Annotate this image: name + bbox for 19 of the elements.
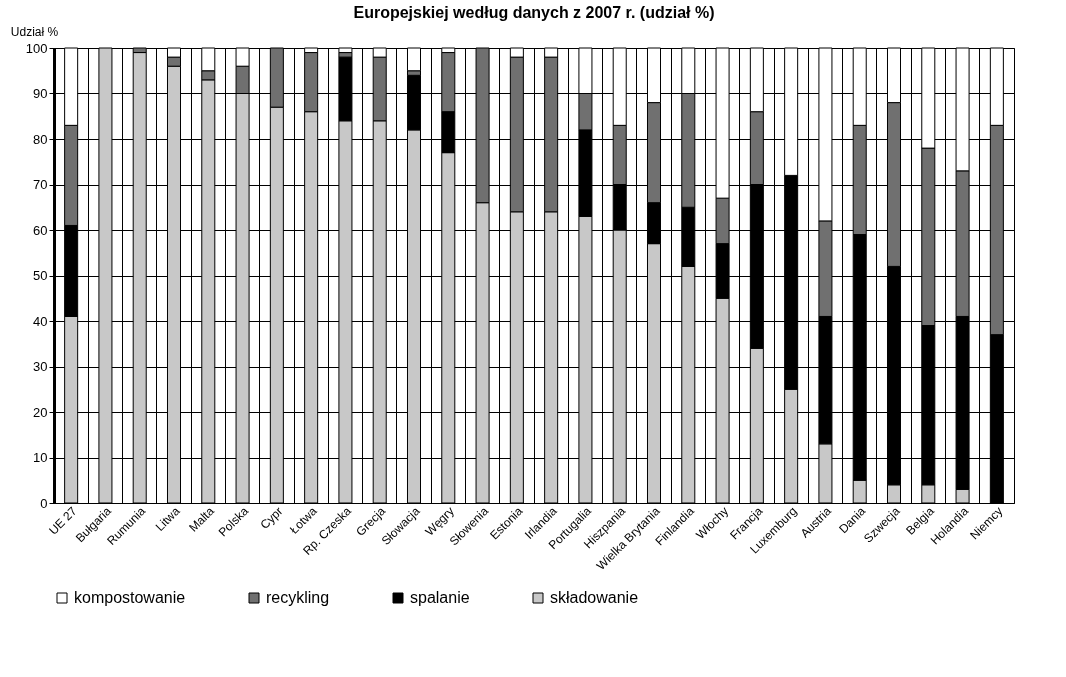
y-tick-label: 30 [33,359,48,374]
bar [338,47,353,54]
y-tick-label: 70 [33,177,48,192]
legend-label: spalanie [410,589,470,606]
y-tick-label: 0 [40,495,48,511]
y-tick-label: 90 [33,86,48,101]
y-tick-label: 60 [33,222,48,238]
chart-title: Europejskiej według danych z 2007 r. (udział %) [353,4,715,21]
y-tick-label: 40 [33,313,48,329]
y-tick-label: 50 [33,268,48,283]
y-tick-label: 80 [33,131,48,147]
y-tick-label: 100 [25,40,48,56]
legend-label: kompostowanie [74,589,186,606]
legend-label: recykling [266,589,330,606]
y-axis-title: Udział % [10,24,59,39]
y-tick-label: 10 [33,450,48,465]
y-tick-label: 20 [33,404,48,420]
legend-label: składowanie [550,589,639,606]
bar [406,47,422,72]
